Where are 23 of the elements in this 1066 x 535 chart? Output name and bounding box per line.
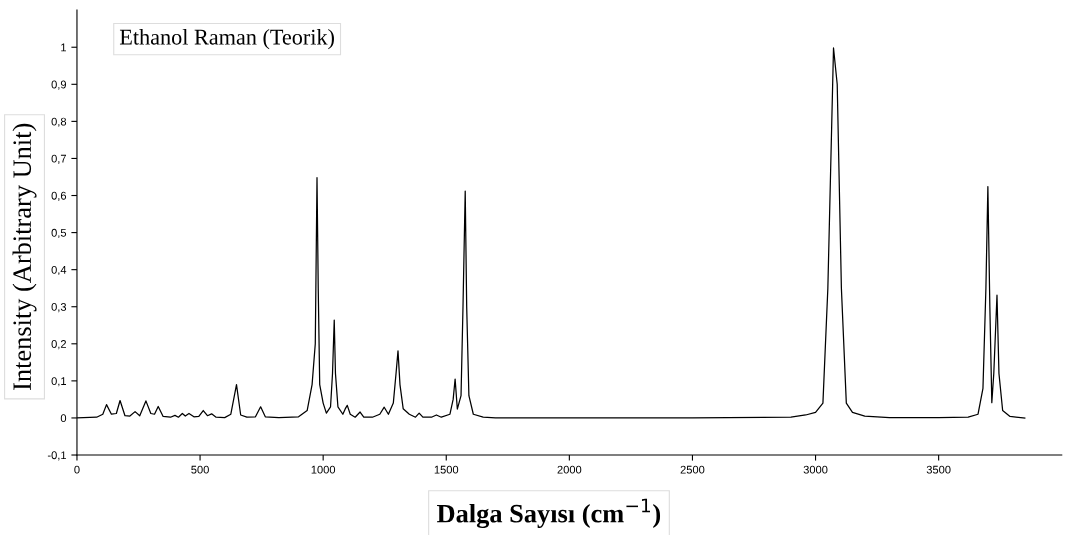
y-tick-label: 0,4 [51, 265, 67, 276]
text: Ethanol Raman (Teorik) [119, 29, 334, 50]
x-tick-label: 500 [191, 465, 209, 474]
x-tick-label: 0 [74, 465, 80, 474]
y-tick-label: -0,1 [47, 451, 67, 461]
x-axis-title: Dalga Sayısı (cm$^{−1}$) [437, 498, 661, 529]
x-tick-label: 3000 [803, 465, 828, 474]
y-tick-label: 0,7 [51, 154, 66, 164]
y-tick-label: 0,6 [51, 191, 67, 201]
x-tick-label: 1500 [434, 465, 459, 474]
y-tick-label: 0,8 [51, 117, 67, 127]
x-tick-label: 3500 [926, 465, 951, 474]
y-tick-label: 0,3 [51, 303, 67, 313]
x-tick-label: 2500 [680, 465, 705, 474]
y-tick-label: 0,5 [51, 228, 67, 239]
x-tick-label: 2000 [557, 465, 582, 474]
y-tick-label: 0 [60, 414, 67, 423]
x-tick-label: 1000 [311, 465, 336, 474]
y-axis-title: Intensity (Arbitrary Unit) [12, 123, 37, 390]
y-tick-label: 0,1 [51, 377, 67, 387]
y-tick-label: 0,2 [51, 340, 66, 350]
y-tick-label: 0,9 [51, 80, 67, 90]
y-tick-label: 1 [61, 43, 67, 52]
